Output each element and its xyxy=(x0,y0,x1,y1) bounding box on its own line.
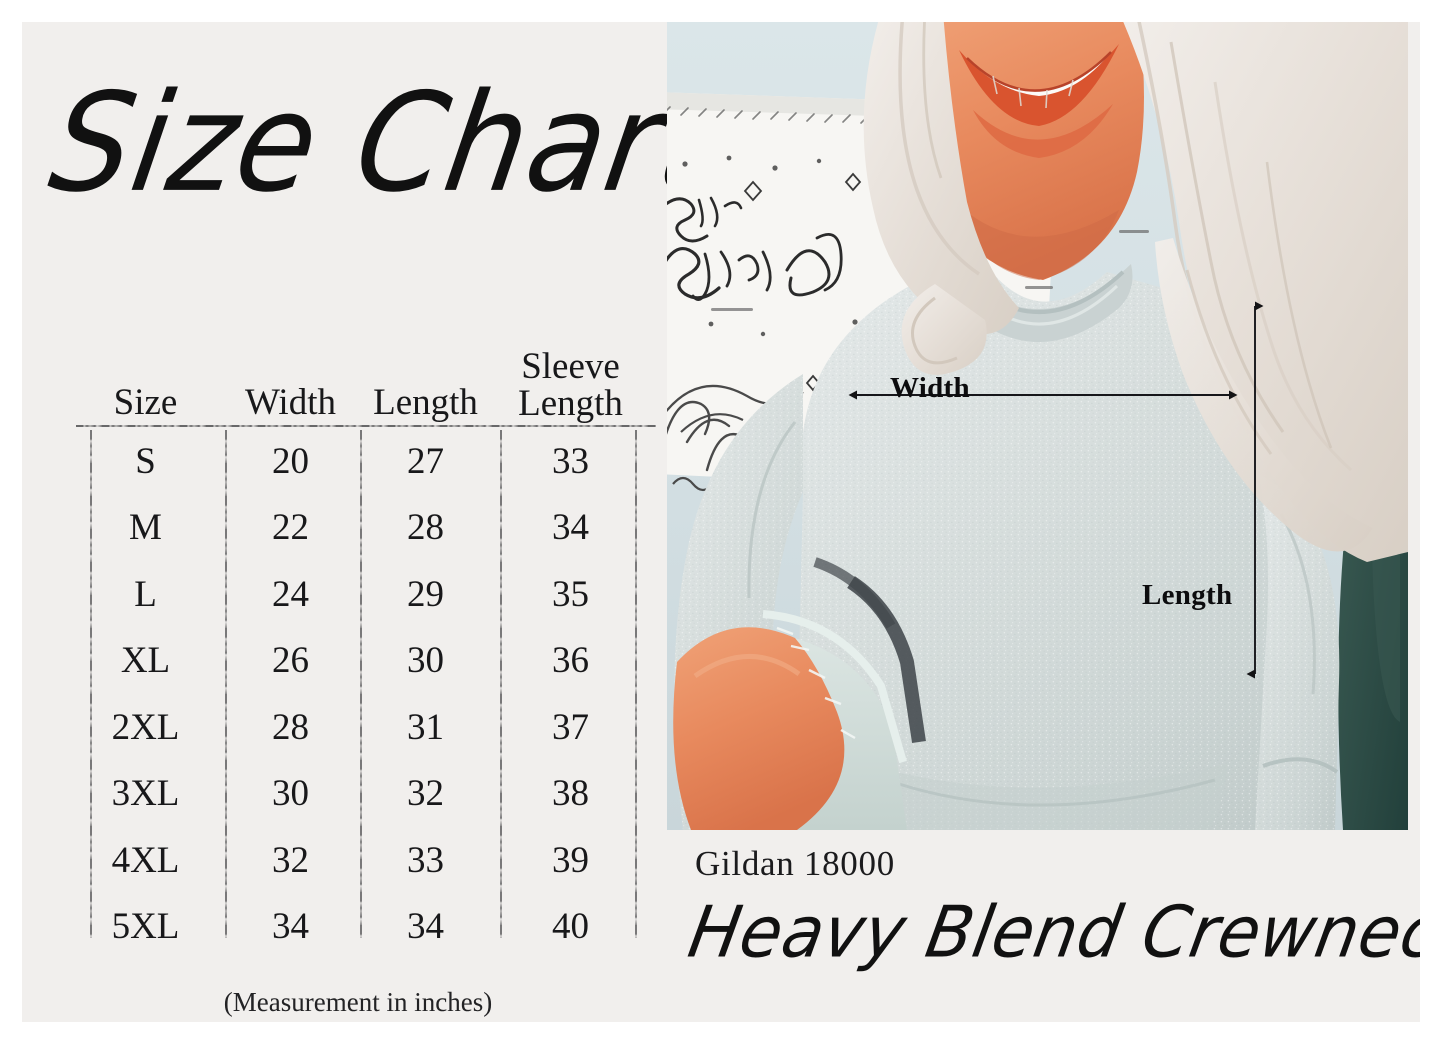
column-header-sleeve-length: Sleeve Length xyxy=(493,322,648,428)
cell-sleeve: 40 xyxy=(552,906,589,948)
cell-length: 31 xyxy=(407,706,444,748)
table-divider-left xyxy=(90,430,92,938)
cell-sleeve: 34 xyxy=(552,507,589,549)
cell-length: 30 xyxy=(407,640,444,682)
product-photo xyxy=(667,22,1408,830)
table-header-rule xyxy=(76,425,656,427)
cell-sleeve: 38 xyxy=(552,773,589,815)
column-header-width: Width xyxy=(244,382,336,424)
cell-size: S xyxy=(135,440,156,482)
column-header-length: Length xyxy=(373,382,478,424)
left-panel: Size Chart Size Width Length Sleeve xyxy=(22,22,724,1022)
cell-size: L xyxy=(134,573,157,615)
measurement-arrows xyxy=(848,301,1264,679)
table-row: M 22 28 34 xyxy=(68,495,648,562)
cell-sleeve: 36 xyxy=(552,640,589,682)
product-brand-model: Gildan 18000 xyxy=(695,844,895,883)
table-row: 3XL 30 32 38 xyxy=(68,761,648,828)
table-row: S 20 27 33 xyxy=(68,428,648,495)
cell-length: 34 xyxy=(407,906,444,948)
length-annotation-label: Length xyxy=(1142,579,1233,611)
table-row: L 24 29 35 xyxy=(68,561,648,628)
cell-length: 28 xyxy=(407,507,444,549)
cell-size: 2XL xyxy=(111,706,180,748)
cell-size: 4XL xyxy=(111,839,180,881)
size-table-container: Size Width Length Sleeve Length S xyxy=(68,322,656,947)
table-divider-width xyxy=(360,430,362,938)
width-annotation-label: Width xyxy=(890,372,970,404)
table-row: 2XL 28 31 37 xyxy=(68,694,648,761)
cell-width: 32 xyxy=(272,839,309,881)
cell-sleeve: 37 xyxy=(552,706,589,748)
cell-width: 28 xyxy=(272,706,309,748)
cell-width: 26 xyxy=(272,640,309,682)
cell-sleeve: 35 xyxy=(552,573,589,615)
cell-width: 24 xyxy=(272,573,309,615)
cell-size: XL xyxy=(120,640,171,682)
cell-length: 32 xyxy=(407,773,444,815)
cell-length: 27 xyxy=(407,440,444,482)
cell-sleeve: 33 xyxy=(552,440,589,482)
cell-width: 22 xyxy=(272,507,309,549)
table-divider-size xyxy=(225,430,227,938)
table-divider-right xyxy=(635,430,637,938)
product-name: Heavy Blend Crewneck xyxy=(682,890,1420,974)
cell-size: 3XL xyxy=(111,773,180,815)
table-divider-length xyxy=(500,430,502,938)
cell-width: 34 xyxy=(272,906,309,948)
cell-sleeve: 39 xyxy=(552,839,589,881)
table-header-row: Size Width Length Sleeve Length xyxy=(68,322,648,428)
product-photo-illustration xyxy=(667,22,1408,830)
cell-length: 33 xyxy=(407,839,444,881)
size-table-body: S 20 27 33 M 22 28 34 L xyxy=(68,428,648,960)
poster-card: Size Chart Size Width Length Sleeve xyxy=(22,22,1420,1022)
table-row: XL 26 30 36 xyxy=(68,628,648,695)
table-row: 5XL 34 34 40 xyxy=(68,894,648,961)
size-table: Size Width Length Sleeve Length S xyxy=(68,322,648,960)
column-header-size: Size xyxy=(113,382,178,424)
cell-size: 5XL xyxy=(111,906,180,948)
sleeve-header-line1: Sleeve xyxy=(521,346,620,387)
table-row: 4XL 32 33 39 xyxy=(68,827,648,894)
cell-length: 29 xyxy=(407,573,444,615)
page-title: Size Chart xyxy=(40,63,724,223)
cell-size: M xyxy=(129,507,162,549)
cell-width: 20 xyxy=(272,440,309,482)
sleeve-header-line2: Length xyxy=(518,383,623,424)
measurement-footnote: (Measurement in inches) xyxy=(223,987,493,1017)
cell-width: 30 xyxy=(272,773,309,815)
